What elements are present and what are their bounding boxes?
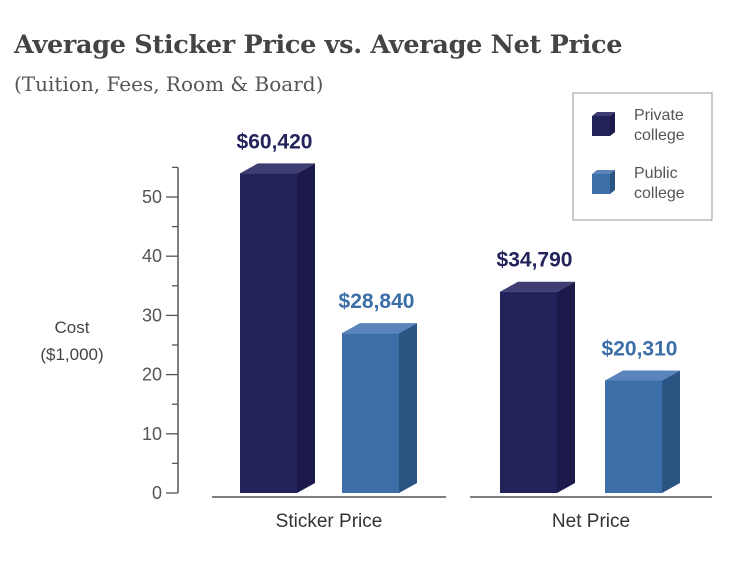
bar	[240, 173, 297, 493]
bar-side	[399, 323, 417, 493]
bar-top	[500, 281, 575, 292]
bar	[500, 291, 557, 493]
legend-label: college	[634, 127, 685, 144]
y-tick-label: 0	[152, 483, 162, 503]
legend-swatch-side	[610, 170, 615, 194]
chart-title: Average Sticker Price vs. Average Net Pr…	[14, 30, 623, 60]
legend-label: Private	[634, 107, 684, 124]
y-tick-label: 20	[142, 365, 162, 385]
data-label: $34,790	[497, 249, 573, 272]
legend-swatch-top	[592, 170, 615, 174]
legend-label: college	[634, 185, 685, 202]
bar	[605, 380, 662, 493]
data-label: $20,310	[602, 338, 678, 361]
bar-top	[240, 163, 315, 174]
data-label: $60,420	[237, 130, 313, 153]
chart-subtitle: (Tuition, Fees, Room & Board)	[14, 72, 324, 96]
data-label: $28,840	[339, 290, 415, 313]
legend-label: Public	[634, 165, 678, 182]
y-axis-label: ($1,000)	[40, 345, 103, 364]
bar	[342, 333, 399, 493]
bar-side	[557, 281, 575, 493]
bar-side	[297, 163, 315, 493]
legend-swatch	[592, 116, 610, 136]
legend-swatch-side	[610, 112, 615, 136]
y-axis-label: Cost	[55, 318, 90, 337]
bar-top	[605, 370, 680, 381]
bar-top	[342, 323, 417, 334]
y-tick-label: 30	[142, 305, 162, 325]
y-tick-label: 50	[142, 187, 162, 207]
y-tick-label: 10	[142, 424, 162, 444]
legend-swatch-top	[592, 112, 615, 116]
x-tick-label: Net Price	[552, 511, 630, 532]
x-tick-label: Sticker Price	[276, 511, 383, 532]
bar-side	[662, 370, 680, 493]
y-tick-label: 40	[142, 246, 162, 266]
legend-swatch	[592, 174, 610, 194]
